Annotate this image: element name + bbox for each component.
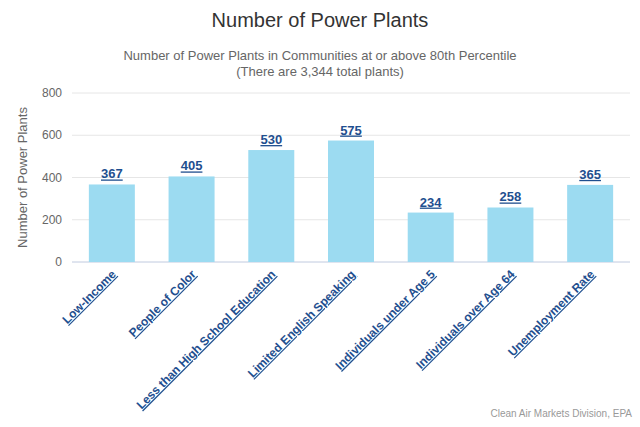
- grid-line: [72, 93, 630, 94]
- y-tick-label: 600: [42, 128, 62, 142]
- chart-svg: Number of Power Plants Number of Power Pl…: [0, 0, 640, 427]
- y-tick-label: 200: [42, 213, 62, 227]
- data-label: 367: [101, 166, 123, 181]
- chart-subtitle: Number of Power Plants in Communities at…: [123, 48, 516, 79]
- x-tick-label: Unemployment Rate: [505, 267, 597, 359]
- x-tick-label: People of Color: [126, 267, 199, 340]
- grid: [72, 93, 630, 262]
- subtitle-line: Number of Power Plants in Communities at…: [123, 48, 516, 63]
- subtitle-line: (There are 3,344 total plants): [236, 64, 404, 79]
- data-label: 575: [340, 123, 362, 138]
- chart-title: Number of Power Plants: [212, 9, 429, 31]
- y-tick-label: 0: [55, 255, 62, 269]
- y-axis-label: Number of Power Plants: [15, 107, 30, 248]
- y-tick-label: 400: [42, 171, 62, 185]
- x-tick-label: Low-Income: [60, 267, 120, 327]
- data-labels: 367 405 530 575 234 258 365: [101, 123, 601, 210]
- data-label: 530: [260, 132, 282, 147]
- bar: [567, 185, 613, 262]
- bar: [328, 141, 374, 262]
- bar: [248, 150, 294, 262]
- bar: [169, 176, 215, 262]
- y-tick-label: 800: [42, 86, 62, 100]
- bars: [89, 141, 613, 262]
- data-label: 365: [579, 167, 601, 182]
- x-tick-labels: Low-IncomePeople of ColorLess than High …: [60, 267, 598, 412]
- data-label: 405: [181, 158, 203, 173]
- chart-container: Number of Power Plants Number of Power Pl…: [0, 0, 640, 427]
- data-label: 234: [420, 195, 442, 210]
- x-tick-label: Less than High School Education: [134, 267, 279, 412]
- bar: [408, 213, 454, 262]
- bar: [89, 184, 135, 262]
- x-tick-label: Individuals over Age 64: [413, 267, 518, 372]
- source-note: Clean Air Markets Division, EPA: [490, 408, 632, 419]
- bar: [487, 207, 533, 262]
- data-label: 258: [500, 189, 522, 204]
